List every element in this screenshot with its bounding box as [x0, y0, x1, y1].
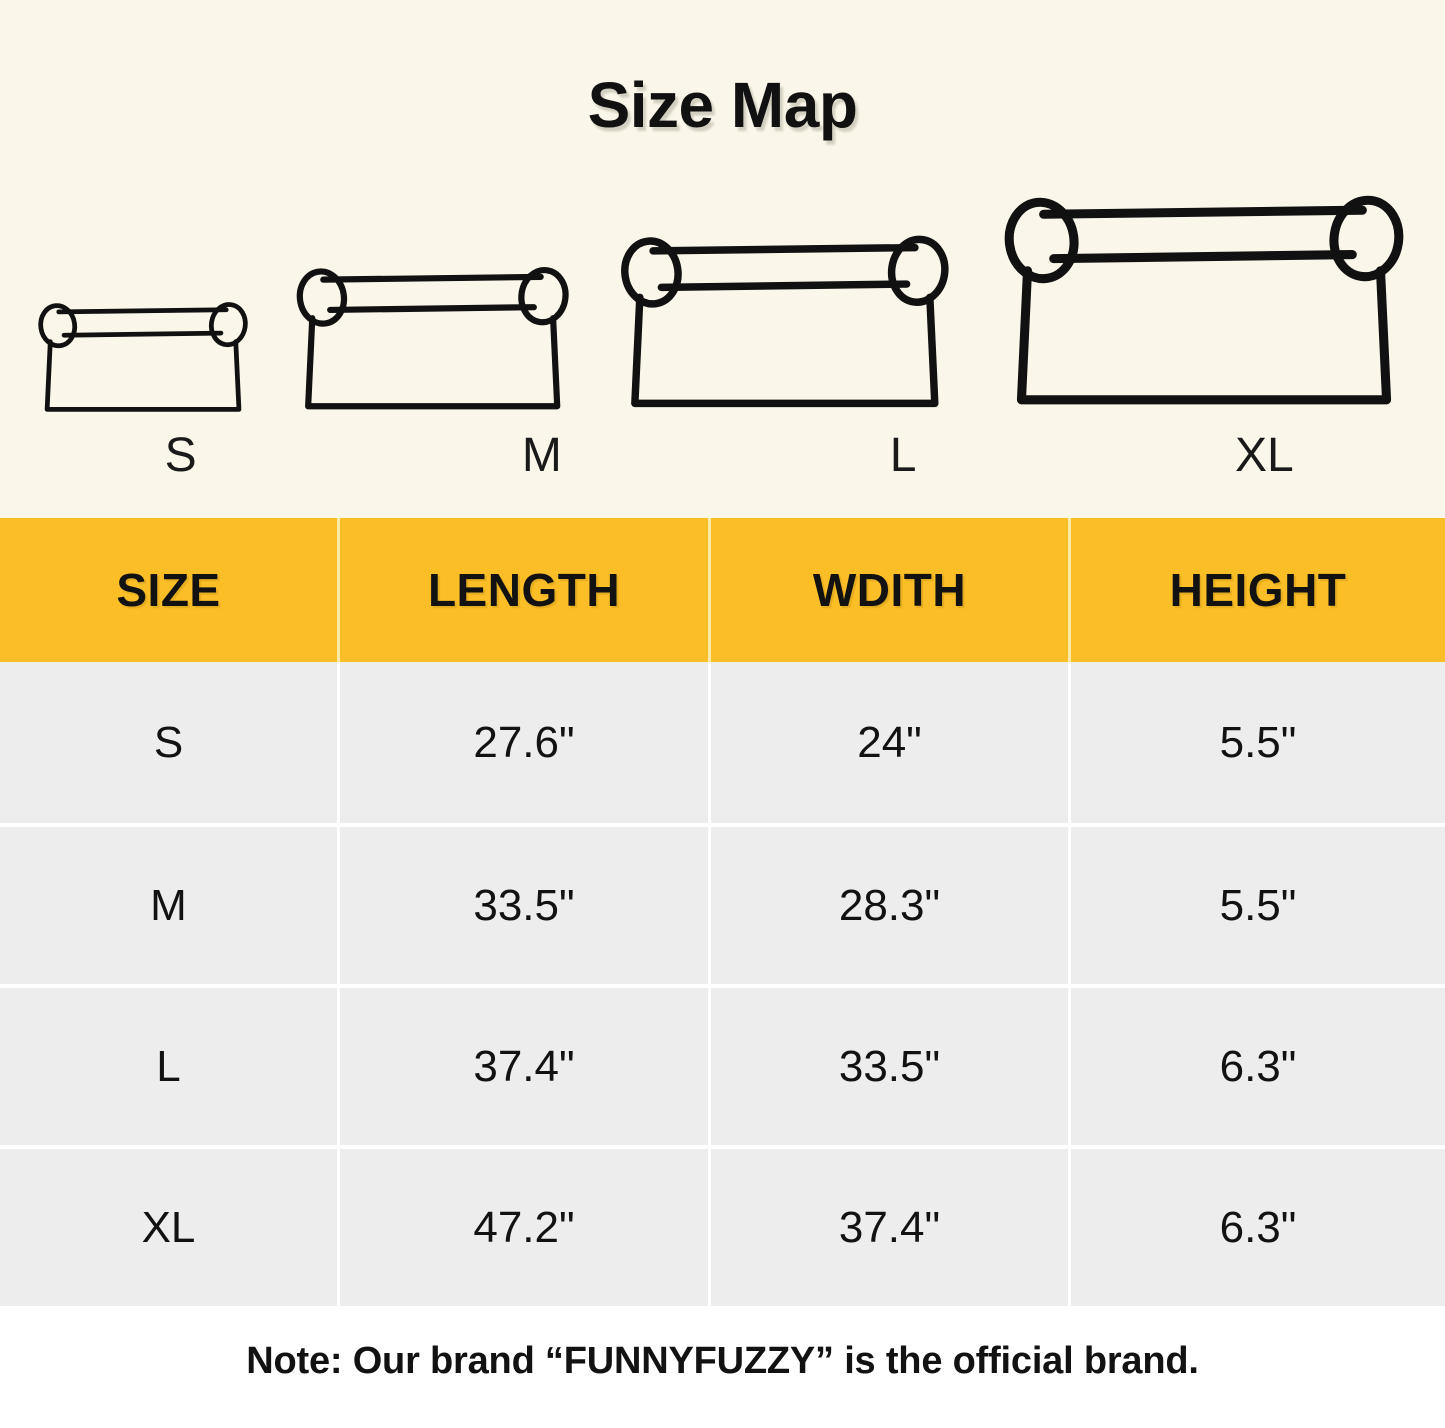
- cell-height: 5.5": [1068, 827, 1445, 984]
- column-header-height: HEIGHT: [1068, 518, 1445, 662]
- size-table: SIZE LENGTH WDITH HEIGHT S 27.6" 24" 5.5…: [0, 518, 1445, 1307]
- size-label-s: S: [164, 429, 197, 482]
- cell-length: 37.4": [337, 988, 708, 1145]
- dog-bed-sofa-outline-icon: [296, 266, 569, 410]
- cell-size: XL: [141, 1202, 196, 1252]
- cell-height: 6.3": [1068, 988, 1445, 1145]
- table-row: L 37.4" 33.5" 6.3": [0, 984, 1445, 1145]
- table-row: S 27.6" 24" 5.5": [0, 662, 1445, 823]
- cell-length: 47.2": [337, 1149, 708, 1306]
- brand-note: Note: Our brand “FUNNYFUZZY” is the offi…: [246, 1340, 1199, 1382]
- cell-size: S: [153, 717, 184, 767]
- table-row: XL 47.2" 37.4" 6.3": [0, 1145, 1445, 1306]
- bed-illustration-xl: [991, 184, 1415, 420]
- cell-width: 24": [708, 662, 1068, 823]
- bed-illustration-l: [610, 226, 958, 420]
- cell-height: 5.5": [1068, 662, 1445, 823]
- cell-length: 33.5": [337, 827, 708, 984]
- column-header-length: LENGTH: [337, 518, 708, 662]
- size-label-m: M: [521, 429, 562, 482]
- illustration-panel: Size Map: [0, 0, 1445, 518]
- bed-illustration-row: [0, 185, 1445, 420]
- cell-width: 33.5": [708, 988, 1068, 1145]
- footer-area: Note: Our brand “FUNNYFUZZY” is the offi…: [0, 1307, 1445, 1428]
- page-title: Size Map: [587, 69, 858, 141]
- dog-bed-sofa-outline-icon: [620, 235, 949, 408]
- table-row: M 33.5" 28.3" 5.5": [0, 823, 1445, 984]
- cell-width: 28.3": [708, 827, 1068, 984]
- size-label-xl: XL: [1235, 429, 1294, 482]
- bed-illustration-s: [31, 296, 254, 420]
- column-header-width: WDITH: [708, 518, 1068, 662]
- table-header-row: SIZE LENGTH WDITH HEIGHT: [0, 518, 1445, 662]
- dog-bed-sofa-outline-icon: [1004, 195, 1403, 405]
- cell-width: 37.4": [708, 1149, 1068, 1306]
- dog-bed-sofa-outline-icon: [37, 302, 248, 412]
- bed-illustration-m: [287, 259, 577, 420]
- column-header-size: SIZE: [116, 564, 221, 616]
- size-label-row: S M L XL: [0, 428, 1445, 490]
- size-label-l: L: [889, 429, 917, 482]
- cell-size: M: [150, 880, 187, 930]
- cell-size: L: [156, 1041, 181, 1091]
- cell-height: 6.3": [1068, 1149, 1445, 1306]
- cell-length: 27.6": [337, 662, 708, 823]
